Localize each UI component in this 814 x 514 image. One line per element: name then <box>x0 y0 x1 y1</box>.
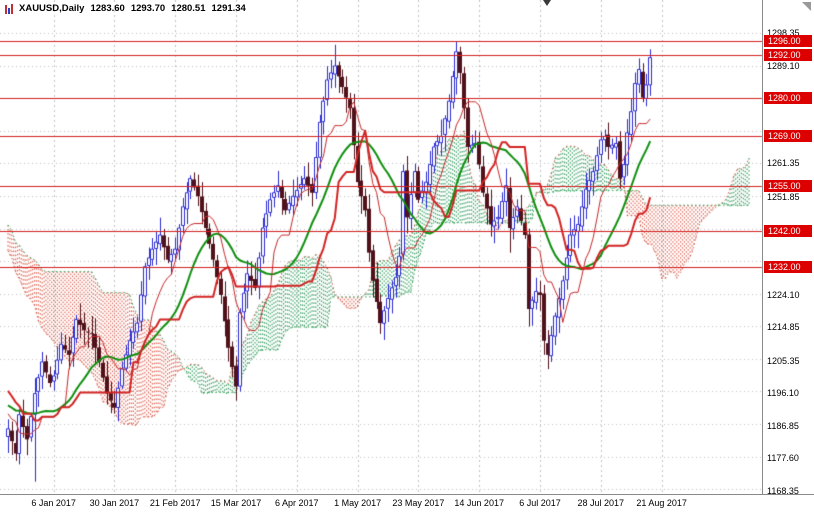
y-axis-tick: 1205.35 <box>767 355 800 366</box>
y-axis-tick: 1214.85 <box>767 322 800 333</box>
y-axis-tick: 1224.10 <box>767 289 800 300</box>
price-level-badge[interactable]: 1269.00 <box>764 130 812 143</box>
y-axis-tick: 1177.60 <box>767 453 799 464</box>
axis-separator-horizontal <box>0 494 814 495</box>
x-axis-label: 30 Jan 2017 <box>89 498 140 508</box>
scroll-shift-icon[interactable] <box>802 2 811 11</box>
x-axis-label: 6 Jan 2017 <box>31 498 76 508</box>
x-axis-label: 28 Jul 2017 <box>577 498 625 508</box>
x-axis-label: 6 Jul 2017 <box>519 498 561 508</box>
y-axis-tick: 1298.35 <box>767 27 800 38</box>
x-axis-label: 21 Aug 2017 <box>636 498 687 508</box>
price-level-badge[interactable]: 1296.00 <box>764 35 812 48</box>
price-level-badge[interactable]: 1255.00 <box>764 179 812 192</box>
x-axis-label: 23 May 2017 <box>392 498 445 508</box>
y-axis-tick: 1289.10 <box>767 60 800 71</box>
symbol-timeframe-label: XAUUSD,Daily <box>19 3 85 14</box>
price-level-badge[interactable]: 1232.00 <box>764 260 812 273</box>
y-axis-tick: 1251.85 <box>767 191 800 202</box>
quote-close: 1291.34 <box>211 3 246 14</box>
time-axis[interactable]: 6 Jan 2017 30 Jan 2017 21 Feb 2017 15 Mar 2… <box>0 495 814 514</box>
x-axis-label: 14 Jun 2017 <box>454 498 504 508</box>
symbol-quote: XAUUSD,Daily 1283.60 1293.70 1280.51 129… <box>5 3 247 14</box>
chart-marker-icon <box>543 0 551 6</box>
price-level-badge[interactable]: 1280.00 <box>764 91 812 104</box>
x-axis-label: 1 May 2017 <box>334 498 382 508</box>
y-axis-tick: 1261.35 <box>767 158 800 169</box>
price-level-badge[interactable]: 1242.00 <box>764 225 812 238</box>
y-axis-tick: 1186.85 <box>767 420 799 431</box>
price-level-badge[interactable]: 1292.00 <box>764 49 812 62</box>
x-axis-label: 15 Mar 2017 <box>210 498 262 508</box>
quote-high: 1293.70 <box>130 3 166 14</box>
quote-low: 1280.51 <box>171 3 206 14</box>
y-axis-tick: 1168.35 <box>767 486 799 496</box>
x-axis-label: 6 Apr 2017 <box>275 498 319 508</box>
axis-separator-vertical <box>762 0 763 495</box>
y-axis-tick: 1196.10 <box>767 388 799 399</box>
price-axis[interactable]: 1298.35 1289.10 1261.35 1251.85 1224.10 1214.… <box>763 0 814 496</box>
quote-open: 1283.60 <box>90 3 125 14</box>
x-axis-label: 21 Feb 2017 <box>149 498 201 508</box>
chart-icon <box>5 3 13 14</box>
